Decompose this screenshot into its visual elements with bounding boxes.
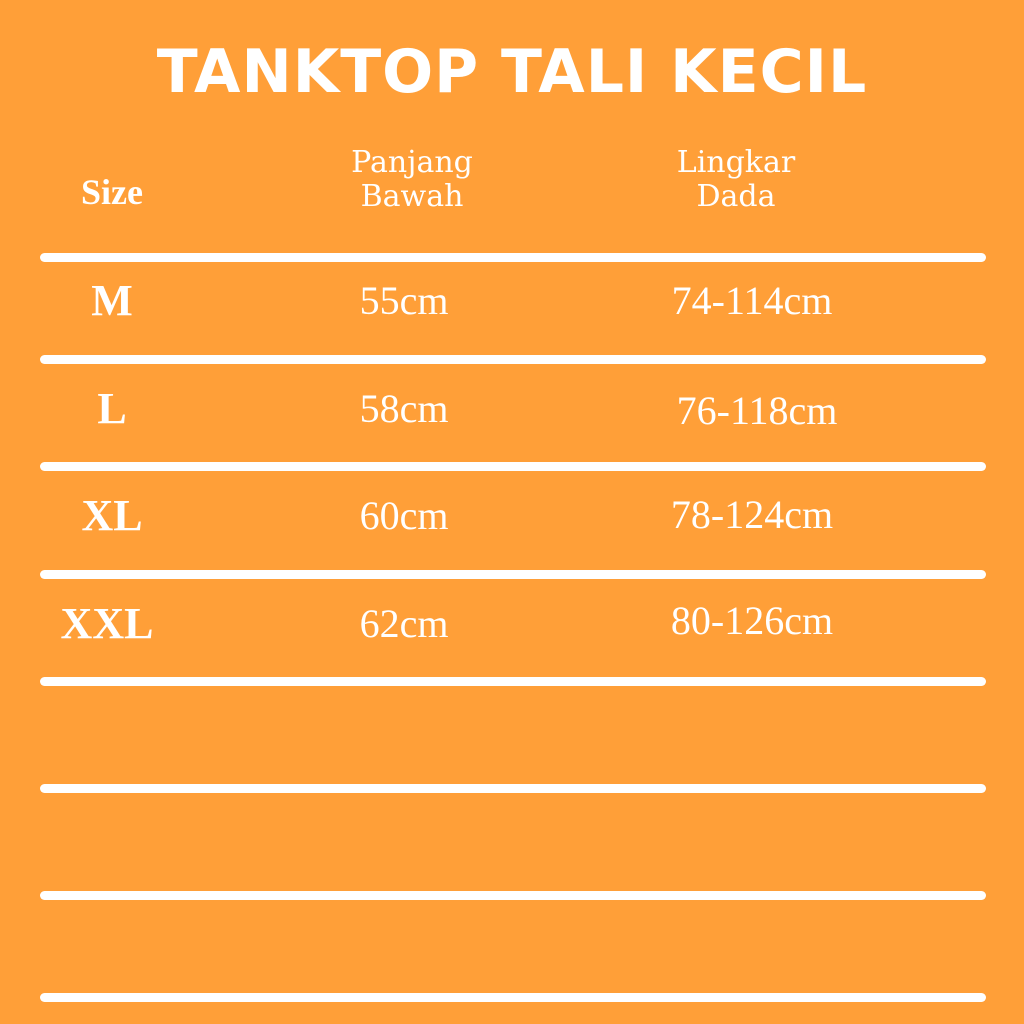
header-size: Size [81,172,143,212]
lingkar-cell: 78-124cm [670,492,834,537]
header-lingkar-dada: Lingkar Dada [586,146,886,214]
divider-line [40,570,986,579]
panjang-cell: 58cm [359,386,449,431]
divider-line [40,462,986,471]
size-cell: M [91,276,133,325]
panjang-cell: 60cm [359,493,449,538]
size-cell: XL [81,491,143,540]
header-panjang-line1: Panjang [351,145,473,180]
header-lingkar-line1: Lingkar [676,145,796,180]
divider-line [40,891,986,900]
panjang-cell: 62cm [359,601,449,646]
chart-title: TANKTOP TALI KECIL [156,37,868,107]
header-panjang-line2: Bawah [360,179,464,214]
header-lingkar-line2: Dada [696,179,776,214]
divider-line [40,253,986,262]
lingkar-cell: 74-114cm [671,278,833,323]
divider-line [40,993,986,1002]
lingkar-cell: 80-126cm [670,598,834,643]
header-panjang-bawah: Panjang Bawah [262,146,562,214]
divider-line [40,784,986,793]
panjang-cell: 55cm [359,278,449,323]
divider-line [40,355,986,364]
size-cell: L [97,384,127,433]
divider-line [40,677,986,686]
lingkar-cell: 76-118cm [676,388,838,433]
size-cell: XXL [60,599,154,648]
